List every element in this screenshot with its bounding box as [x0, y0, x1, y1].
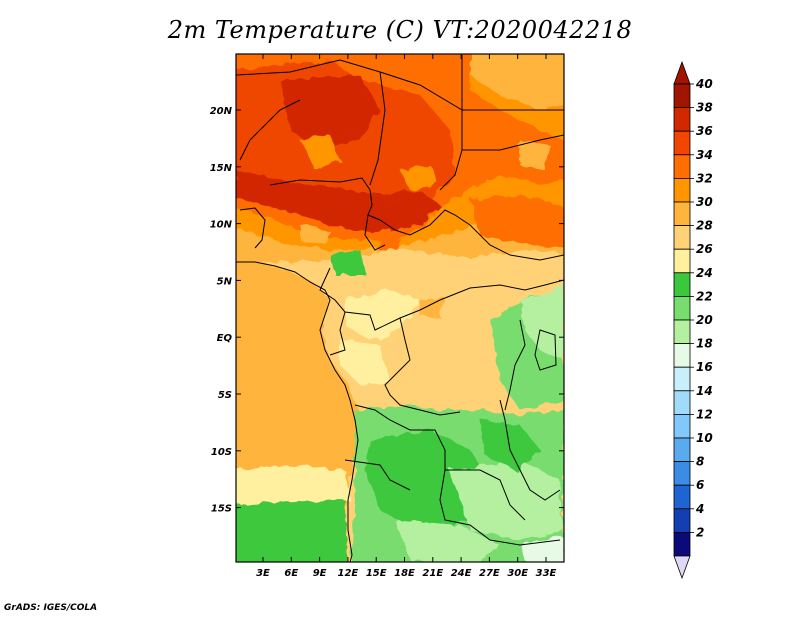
map-title: 2m Temperature (C) VT:2020042218	[167, 16, 633, 44]
lat-label: 10N	[210, 220, 233, 231]
colorbar-swatch	[673, 130, 691, 156]
colorbar-swatch	[673, 295, 691, 321]
country-borders	[236, 55, 564, 562]
axis-ticks	[236, 54, 564, 562]
colorbar-label: 40	[695, 77, 713, 91]
lat-label: 15N	[210, 163, 233, 174]
longitude-labels: 3E 6E 9E 12E 15E 18E 21E 24E 27E 30E 33E	[256, 568, 556, 579]
lat-label: 15S	[211, 504, 232, 515]
colorbar-swatch	[673, 107, 691, 132]
colorbar-label: 8	[696, 455, 704, 469]
colorbar-label: 12	[696, 407, 713, 421]
colorbar-swatch	[673, 413, 691, 439]
lon-label: 33E	[536, 568, 557, 579]
colorbar-label: 24	[696, 266, 713, 280]
colorbar-label: 36	[696, 124, 713, 138]
colorbar-label: 34	[696, 148, 713, 162]
colorbar-label: 28	[696, 219, 713, 233]
colorbar-under-arrow	[673, 555, 691, 580]
colorbar-label: 18	[696, 337, 713, 351]
colorbar-label: 2	[696, 525, 704, 539]
colorbar-label: 22	[696, 289, 713, 303]
colorbar-label: 26	[696, 242, 713, 256]
colorbar-label: 4	[695, 502, 704, 516]
colorbar-swatch	[673, 272, 691, 297]
colorbar-label: 38	[696, 101, 713, 115]
lon-label: 27E	[479, 568, 500, 579]
lat-label: 20N	[210, 106, 233, 117]
colorbar-label: 16	[696, 360, 713, 374]
colorbar-label: 32	[696, 171, 713, 185]
lon-label: 18E	[394, 568, 415, 579]
colorbar-swatch	[673, 319, 691, 345]
colorbar-swatch	[673, 532, 691, 557]
latitude-labels: 20N 15N 10N 5N EQ 5S 10S 15S	[210, 106, 233, 515]
lon-label: 21E	[422, 568, 443, 579]
lon-label: 12E	[338, 568, 359, 579]
colorbar-swatch	[673, 154, 691, 179]
colorbar-swatch	[673, 390, 691, 415]
lat-label: EQ	[217, 333, 233, 344]
colorbar-swatch	[673, 508, 691, 533]
colorbar-swatch	[673, 83, 691, 109]
colorbar-swatch	[673, 248, 691, 274]
map-frame	[235, 53, 565, 563]
colorbar-label: 30	[696, 195, 713, 209]
lon-label: 30E	[507, 568, 528, 579]
lon-label: 9E	[313, 568, 327, 579]
colorbar-swatch	[673, 201, 691, 227]
temperature-field	[236, 54, 564, 562]
lat-label: 5N	[217, 276, 233, 287]
colorbar-swatch	[673, 366, 691, 392]
lon-label: 3E	[256, 568, 270, 579]
lon-label: 15E	[366, 568, 387, 579]
lat-label: 10S	[211, 447, 232, 458]
colorbar-swatch	[673, 177, 691, 203]
colorbar-label: 10	[696, 431, 713, 445]
credit-text: GrADS: IGES/COLA	[4, 603, 98, 613]
colorbar-label: 6	[696, 478, 704, 492]
colorbar-label: 20	[696, 313, 713, 327]
lat-label: 5S	[218, 390, 232, 401]
colorbar-swatch	[673, 437, 691, 463]
colorbar-label: 14	[696, 384, 713, 398]
colorbar-over-arrow	[673, 60, 691, 85]
lon-label: 24E	[451, 568, 472, 579]
colorbar: 40 38 36 34 32 30 28 26 24 22 20 18 16 14 12 10 8 6 4 2	[673, 60, 713, 580]
colorbar-swatch	[673, 225, 691, 250]
colorbar-swatch	[673, 484, 691, 510]
lon-label: 6E	[284, 568, 298, 579]
colorbar-swatch	[673, 461, 691, 486]
colorbar-swatch	[673, 343, 691, 368]
